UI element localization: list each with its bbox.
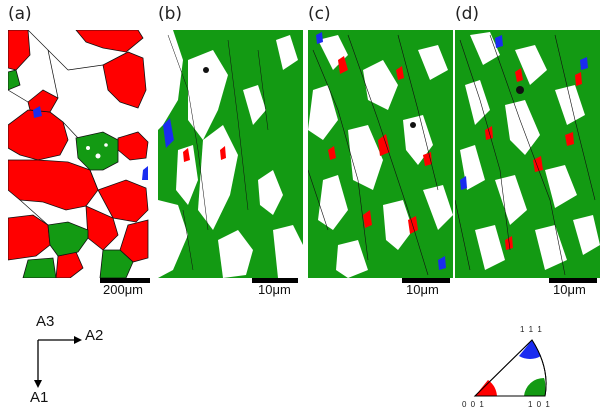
scale-label-d: 10μm bbox=[553, 282, 586, 297]
ebsd-map-d bbox=[455, 30, 600, 278]
scale-bar-a bbox=[100, 278, 150, 283]
panel-d: (d) 10μm bbox=[455, 0, 600, 300]
ipf-triangle-icon bbox=[473, 339, 547, 397]
ebsd-map-c bbox=[308, 30, 453, 278]
axes-arrows-icon bbox=[34, 336, 82, 388]
panel-a: (a) 200μm bbox=[8, 0, 153, 300]
ebsd-map-a bbox=[8, 30, 153, 278]
scale-bar-d bbox=[549, 278, 597, 283]
ipf-101-label: 1 0 1 bbox=[528, 400, 551, 409]
panel-d-label: (d) bbox=[455, 4, 480, 24]
ipf-001-label: 0 0 1 bbox=[462, 400, 485, 409]
sample-axes: A3 A2 A1 bbox=[0, 300, 130, 412]
axis-a1-label: A1 bbox=[30, 389, 49, 406]
ebsd-map-b bbox=[158, 30, 303, 278]
scale-bar-b bbox=[252, 278, 298, 283]
scale-label-c: 10μm bbox=[406, 282, 439, 297]
scale-label-a: 200μm bbox=[103, 282, 144, 297]
panel-b: (b) 10μm bbox=[158, 0, 303, 300]
scale-bar-c bbox=[402, 278, 450, 283]
panel-c: (c) 10μm bbox=[308, 0, 453, 300]
panel-c-label: (c) bbox=[308, 4, 331, 24]
ipf-111-label: 1 1 1 bbox=[520, 325, 543, 334]
ipf-key: 1 1 1 0 0 1 1 0 1 bbox=[460, 318, 560, 412]
axis-a2-label: A2 bbox=[85, 327, 104, 344]
axis-a3-label: A3 bbox=[36, 313, 55, 330]
panel-a-label: (a) bbox=[8, 4, 32, 24]
panel-b-label: (b) bbox=[158, 4, 183, 24]
scale-label-b: 10μm bbox=[258, 282, 291, 297]
